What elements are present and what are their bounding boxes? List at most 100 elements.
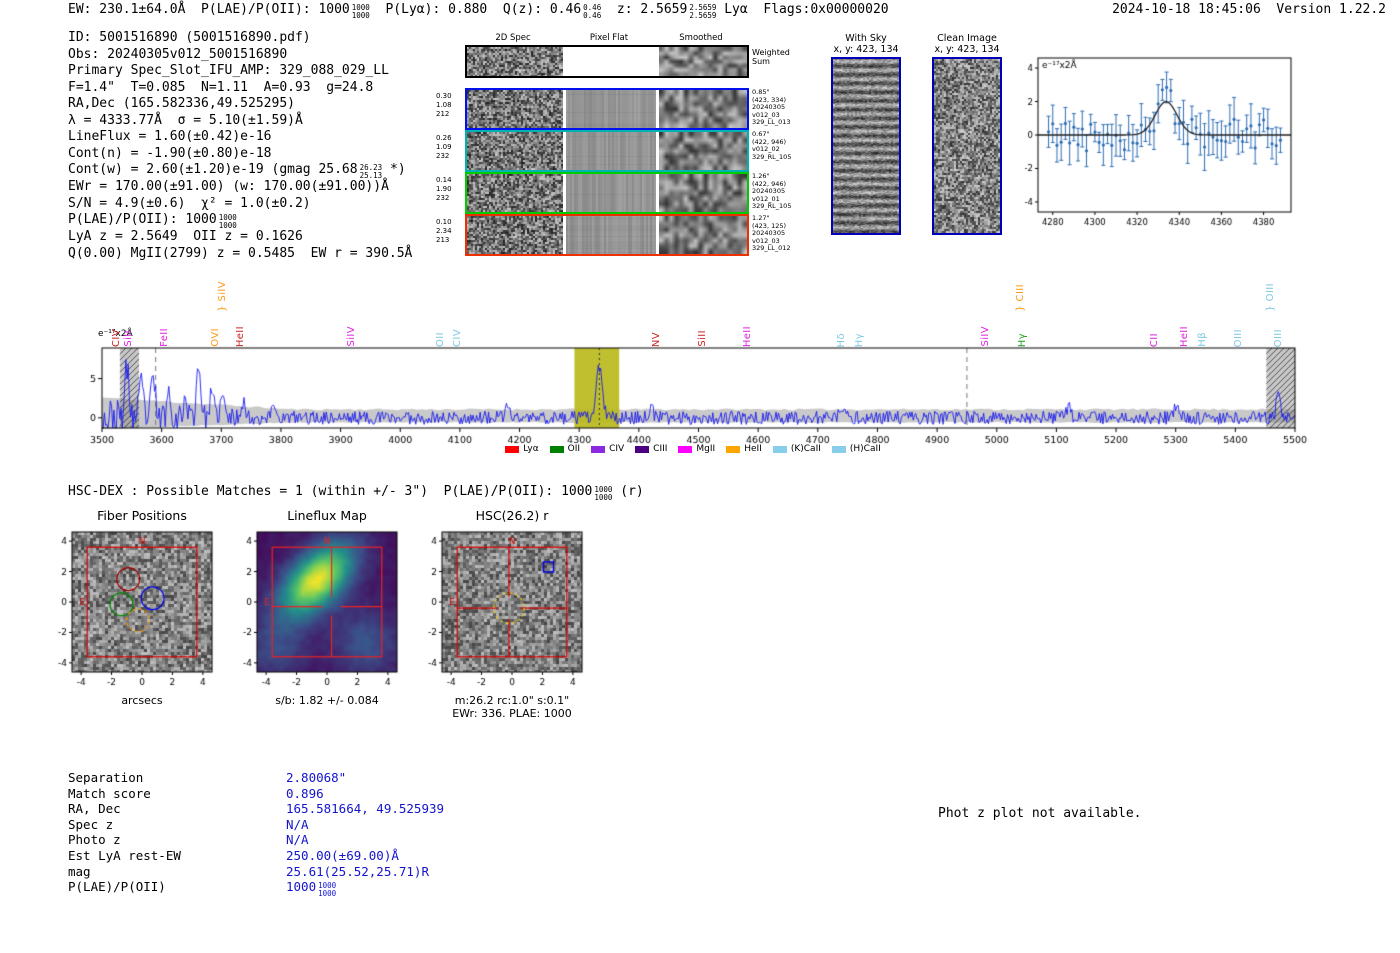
pixel-flat-image: [566, 174, 656, 212]
spectral-line-label: CII: [1149, 332, 1160, 347]
2d-spec-weighted-row: [465, 45, 749, 78]
match-field-value: 1000 1000 1000: [286, 879, 336, 897]
match-field-label: Spec z: [68, 816, 114, 832]
photz-unavailable-note: Phot z plot not available.: [938, 806, 1142, 821]
info-line: Obs: 20240305v012_5001516890: [68, 47, 412, 64]
fiber-row-weights: 0.10 2.34 213: [436, 218, 452, 244]
col-title-2d-spec: 2D Spec: [495, 33, 531, 43]
spectral-line-label: Hγ: [1017, 332, 1029, 347]
pixel-flat-image: [566, 216, 656, 254]
match-field-value: 0.896: [286, 785, 324, 801]
spectral-line-label: } CIII: [1014, 284, 1026, 312]
match-field-value: N/A: [286, 832, 309, 848]
fiber-row-info: 0.85" (423, 334) 20240305 v012_03 329_LL…: [752, 88, 791, 127]
col-title-smoothed: Smoothed: [679, 33, 723, 43]
table-row: RA, Dec 165.581664, 49.525939: [68, 801, 444, 817]
lineflux-map-title: Lineflux Map: [287, 508, 367, 523]
text-segment: Primary Spec_Slot_IFU_AMP: 329_088_029_L…: [68, 63, 389, 78]
info-line: P(LAE)/P(OII): 1000 1000 1000: [68, 212, 412, 229]
table-row: Separation 2.80068": [68, 770, 444, 786]
header-datetime-version: 2024-10-18 18:45:06 Version 1.22.2: [1112, 2, 1386, 17]
stacked-fraction: 1000 1000: [594, 485, 613, 502]
stacked-fraction: 1000 1000: [351, 3, 370, 20]
smoothed-image: [659, 174, 747, 212]
legend-item: (K)CaII: [772, 444, 821, 454]
match-field-value: 250.00(±69.00)Å: [286, 847, 399, 863]
match-field-label: P(LAE)/P(OII): [68, 879, 166, 895]
spectral-line-label: CIV: [451, 329, 463, 347]
spectral-line-label: OIII: [1273, 328, 1285, 347]
match-field-label: Est LyA rest-EW: [68, 847, 181, 863]
text-segment: Cont(n) = -1.90(±0.80)e-18: [68, 145, 272, 161]
legend-swatch: [591, 445, 606, 453]
stacked-fraction: 1000 1000: [318, 881, 337, 898]
text-segment: *): [382, 162, 406, 177]
legend-swatch: [831, 445, 846, 453]
info-line: LyA z = 2.5649 OII z = 0.1626: [68, 229, 412, 246]
spectral-line-label: Hγ: [853, 332, 865, 347]
legend-swatch: [726, 445, 741, 453]
fiber-positions-title: Fiber Positions: [97, 508, 187, 523]
fiber-positions-cutout: [40, 524, 244, 692]
legend-item: CIII: [635, 444, 667, 454]
text-segment: F=1.4" T=0.085 N=1.11 A=0.93 g=24.8: [68, 79, 374, 95]
table-row: Est LyA rest-EW 250.00(±69.00)Å: [68, 848, 444, 864]
legend-label: (K)CaII: [790, 444, 821, 454]
text-segment: ID: 5001516890 (5001516890.pdf): [68, 30, 311, 45]
text-segment: EWr = 170.00(±91.00) (w: 170.00(±91.00))…: [68, 179, 389, 194]
match-field-value: 165.581664, 49.525939: [286, 801, 445, 817]
stacked-fraction: 0.46 0.46: [583, 3, 602, 20]
fiber-row-info: 1.27" (423, 125) 20240305 v012_03 329_LL…: [752, 214, 791, 253]
2d-spec-image: [467, 90, 563, 128]
pixel-flat-image: [566, 132, 656, 170]
legend-item: HeII: [726, 444, 762, 454]
legend-item: CIV: [591, 444, 624, 454]
hsc-ewr-plae-caption: EWr: 336. PLAE: 1000: [452, 707, 572, 720]
emission-line-fit-plot: [1010, 45, 1320, 250]
match-field-label: Separation: [68, 770, 144, 785]
match-field-label: mag: [68, 863, 91, 879]
2d-spec-weighted-image: [467, 47, 563, 76]
text-segment: HSC-DEX : Possible Matches = 1 (within +…: [68, 484, 593, 499]
2d-spec-image: [467, 174, 563, 212]
spectral-line-label: OVI: [209, 328, 221, 347]
spectral-line-label: NV: [650, 331, 662, 347]
stacked-fraction: 2.5659 2.5659: [689, 3, 717, 20]
lineflux-sb-caption: s/b: 1.82 +/- 0.084: [275, 694, 379, 707]
legend-item: Lyα: [505, 444, 539, 454]
match-field-value: 25.61(25.52,25.71)R: [286, 863, 429, 879]
match-field-value: N/A: [286, 816, 309, 832]
match-field-value: 2.80068": [286, 770, 347, 785]
header-summary: EW: 230.1±64.0Å P(LAE)/P(OII): 1000 1000 1…: [68, 2, 889, 19]
text-segment: P(Lyα): 0.880 Q(z): 0.46: [369, 2, 582, 17]
spectral-line-label: } SiIV: [216, 281, 228, 312]
table-row: P(LAE)/P(OII) 1000 1000 1000: [68, 879, 444, 897]
table-row: Spec z N/A: [68, 817, 444, 833]
text-segment: S/N = 4.9(±0.6) χ² = 1.0(±0.2): [68, 195, 311, 211]
hsc-cutout-title: HSC(26.2) r: [475, 508, 549, 523]
hsc-aperture-caption: m:26.2 rc:1.0" s:0.1": [454, 694, 570, 707]
text-segment: EW: 230.1±64.0Å P(LAE)/P(OII): 1000: [68, 2, 350, 17]
clean-image-panel: [932, 57, 1002, 235]
match-field-label: Photo z: [68, 832, 121, 848]
main-spectrum-plot: [78, 336, 1308, 450]
text-segment: Lyα Flags:0x00000020: [716, 2, 889, 17]
spectral-line-label: OIII: [1233, 328, 1245, 347]
match-field-label: Match score: [68, 785, 151, 801]
info-line: Primary Spec_Slot_IFU_AMP: 329_088_029_L…: [68, 63, 412, 80]
col-title-pixel-flat: Pixel Flat: [589, 33, 629, 43]
legend-label: HeII: [744, 444, 762, 454]
table-row: mag 25.61(25.52,25.71)R: [68, 864, 444, 880]
spectral-line-label: OII: [435, 332, 446, 347]
info-line: Cont(n) = -1.90(±0.80)e-18: [68, 146, 412, 163]
2d-spec-fiber-row: [465, 88, 749, 130]
info-line: S/N = 4.9(±0.6) χ² = 1.0(±0.2): [68, 196, 412, 213]
legend-swatch: [505, 445, 520, 453]
hscdex-match-summary: HSC-DEX : Possible Matches = 1 (within +…: [68, 484, 644, 501]
2d-spec-fiber-row: [465, 172, 749, 214]
legend-swatch: [549, 445, 564, 453]
fiber-row-weights: 0.14 1.90 232: [436, 176, 452, 202]
text-segment: LineFlux = 1.60(±0.42)e-16: [68, 129, 272, 144]
info-line: Cont(w) = 2.60(±1.20)e-19 (gmag 25.68 26.…: [68, 162, 412, 179]
